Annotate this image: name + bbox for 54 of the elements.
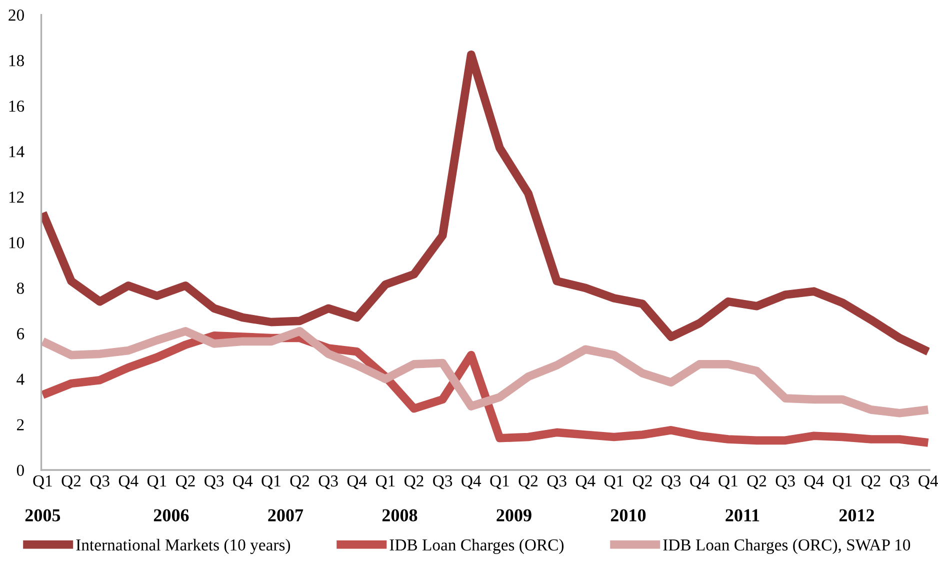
x-tick-label: Q4 [804, 475, 824, 490]
x-tick-label: Q4 [118, 475, 138, 490]
x-tick-label: Q1 [147, 475, 166, 490]
text: 2010 [610, 509, 646, 522]
x-tick-label: Q4 [690, 475, 710, 490]
x-tick-label: Q3 [547, 475, 566, 490]
x-tick-label: Q2 [290, 475, 310, 490]
y-tick-label: 2 [17, 419, 24, 430]
legend-label: International Markets (10 years) [76, 538, 290, 554]
x-tick-label: Q3 [433, 475, 452, 490]
y-tick-label: 18 [9, 55, 24, 66]
y-tick-label: 12 [9, 192, 24, 203]
text: 2007 [268, 509, 304, 522]
x-tick-label: Q2 [404, 475, 424, 490]
x-tick-label: Q1 [832, 475, 852, 490]
x-tick-label: Q2 [176, 475, 195, 490]
y-tick-label: 8 [16, 282, 24, 294]
x-tick-label: Q2 [518, 475, 538, 490]
y-tick-label: 10 [9, 237, 24, 248]
x-tick-label: Q4 [233, 475, 253, 490]
y-tick-label: 14 [9, 146, 24, 158]
x-tick-label: Q3 [662, 475, 681, 490]
x-tick-label: Q1 [262, 475, 280, 490]
x-tick-label: Q4 [347, 475, 367, 490]
y-tick-label: 0 [16, 464, 24, 476]
x-tick-label: Q3 [90, 475, 110, 490]
text: 2008 [382, 509, 418, 522]
x-tick-label: Q1 [718, 475, 738, 490]
x-tick-label: Q4 [462, 475, 482, 490]
x-tick-label: Q3 [204, 475, 224, 490]
text: 2011 [726, 509, 760, 522]
x-tick-label: Q2 [633, 475, 652, 490]
text: 2012 [839, 509, 874, 522]
y-tick-label: 16 [9, 100, 24, 112]
x-tick-label: Q1 [490, 475, 509, 490]
text: 2006 [154, 509, 189, 522]
text: 2009 [496, 509, 532, 522]
legend-label: IDB Loan Charges (ORC) [390, 538, 564, 554]
y-tick-label: 20 [8, 9, 24, 21]
x-tick-label: Q1 [604, 475, 624, 490]
x-tick-label: Q3 [318, 475, 338, 490]
y-tick-label: 6 [16, 328, 24, 340]
legend-label: IDB Loan Charges (ORC), SWAP 10 [663, 538, 910, 554]
x-tick-label: Q3 [776, 475, 795, 490]
x-tick-label: Q4 [576, 475, 596, 490]
x-tick-label: Q1 [33, 475, 52, 490]
x-tick-label: Q4 [918, 475, 938, 490]
text: 2005 [25, 509, 60, 522]
y-tick-label: 4 [16, 374, 24, 385]
x-tick-label: Q2 [62, 475, 81, 490]
x-tick-label: Q2 [862, 475, 880, 490]
x-tick-label: Q2 [747, 475, 766, 490]
x-tick-label: Q3 [890, 475, 910, 490]
x-tick-label: Q1 [376, 475, 395, 490]
